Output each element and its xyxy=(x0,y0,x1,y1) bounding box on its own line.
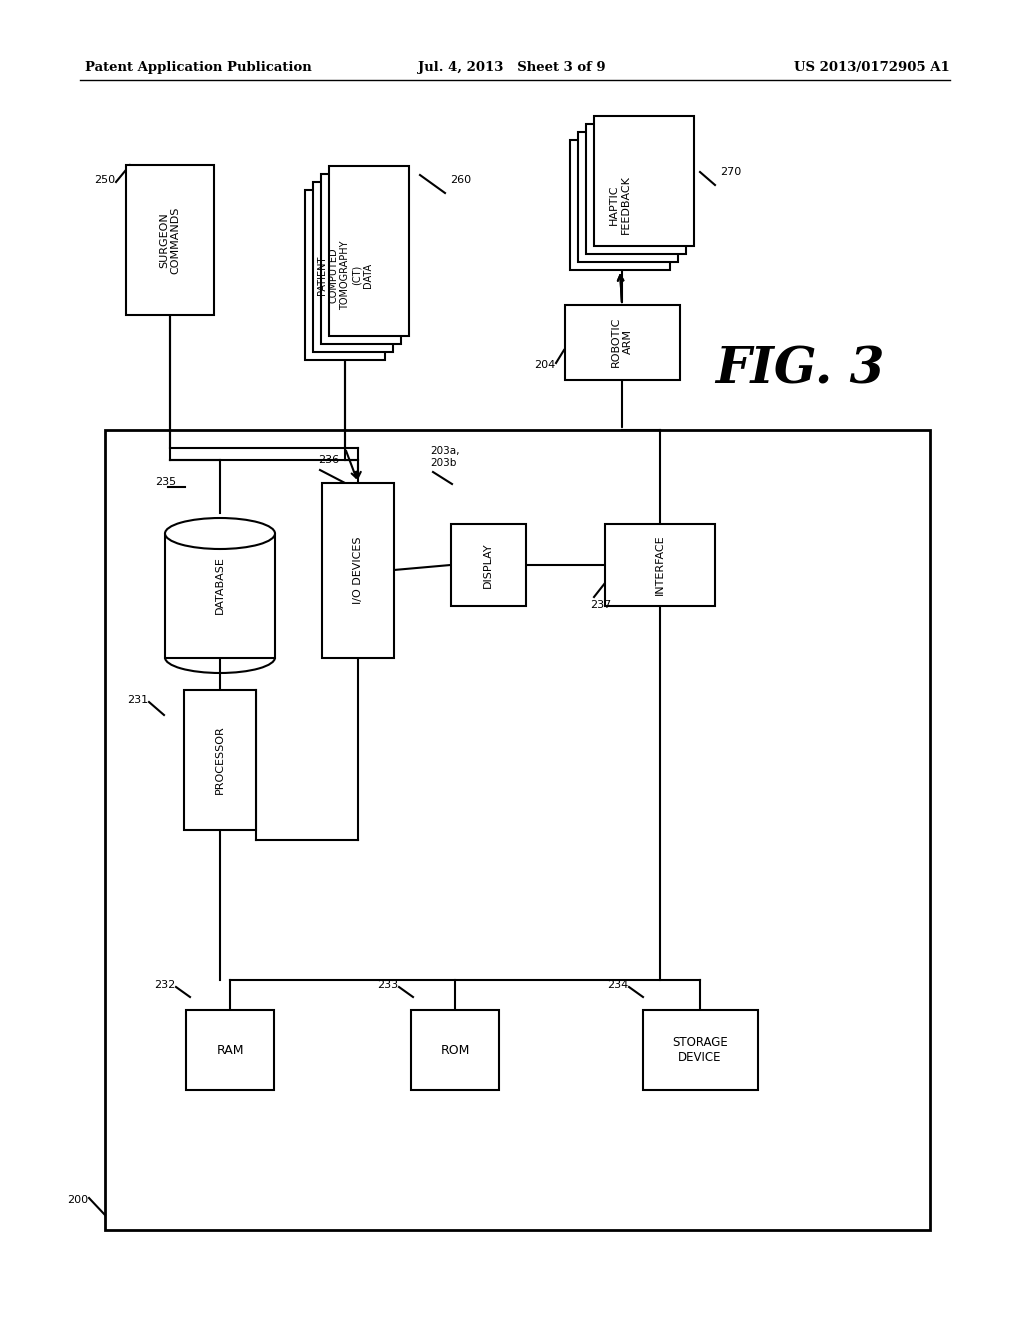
Text: DATABASE: DATABASE xyxy=(215,556,225,614)
Text: US 2013/0172905 A1: US 2013/0172905 A1 xyxy=(795,62,950,74)
Bar xyxy=(165,533,275,657)
Bar xyxy=(642,1010,758,1090)
Bar xyxy=(411,1010,499,1090)
Text: ROM: ROM xyxy=(440,1044,470,1056)
Bar xyxy=(578,132,678,261)
Text: HAPTIC
FEEDBACK: HAPTIC FEEDBACK xyxy=(609,176,631,235)
Text: 231: 231 xyxy=(127,696,148,705)
Bar xyxy=(605,524,715,606)
Text: PATIENT
COMPUTED
TOMOGRAPHY
(CT)
DATA: PATIENT COMPUTED TOMOGRAPHY (CT) DATA xyxy=(316,240,373,310)
Text: I/O DEVICES: I/O DEVICES xyxy=(353,536,362,603)
Bar xyxy=(329,166,409,337)
Bar xyxy=(451,524,525,606)
Bar xyxy=(126,165,214,315)
Bar xyxy=(586,124,686,253)
Ellipse shape xyxy=(165,517,275,549)
Bar xyxy=(105,430,930,1230)
Text: Jul. 4, 2013   Sheet 3 of 9: Jul. 4, 2013 Sheet 3 of 9 xyxy=(418,62,606,74)
Text: 234: 234 xyxy=(607,979,628,990)
Text: STORAGE
DEVICE: STORAGE DEVICE xyxy=(672,1036,728,1064)
Text: 204: 204 xyxy=(534,360,555,370)
Bar xyxy=(184,690,256,830)
Text: 270: 270 xyxy=(720,168,741,177)
Text: FIG. 3: FIG. 3 xyxy=(716,346,885,395)
Bar xyxy=(570,140,670,271)
Text: 237: 237 xyxy=(590,601,611,610)
Text: Patent Application Publication: Patent Application Publication xyxy=(85,62,311,74)
Bar xyxy=(186,1010,274,1090)
Text: 250: 250 xyxy=(94,176,115,185)
Text: ROBOTIC
ARM: ROBOTIC ARM xyxy=(611,317,633,367)
Text: RAM: RAM xyxy=(216,1044,244,1056)
Bar xyxy=(313,182,393,352)
Text: 233: 233 xyxy=(377,979,398,990)
Bar xyxy=(594,116,694,246)
Text: 232: 232 xyxy=(154,979,175,990)
Text: 235: 235 xyxy=(155,477,176,487)
Text: SURGEON
COMMANDS: SURGEON COMMANDS xyxy=(159,206,181,273)
Bar xyxy=(321,174,401,345)
Text: 203a,
203b: 203a, 203b xyxy=(430,446,460,469)
Bar xyxy=(564,305,680,380)
Text: DISPLAY: DISPLAY xyxy=(483,543,493,587)
Bar xyxy=(322,483,394,657)
Text: 260: 260 xyxy=(450,176,471,185)
Text: INTERFACE: INTERFACE xyxy=(655,535,665,595)
Text: 200: 200 xyxy=(67,1195,88,1205)
Bar xyxy=(305,190,385,360)
Text: PROCESSOR: PROCESSOR xyxy=(215,726,225,795)
Text: 236: 236 xyxy=(318,455,339,465)
